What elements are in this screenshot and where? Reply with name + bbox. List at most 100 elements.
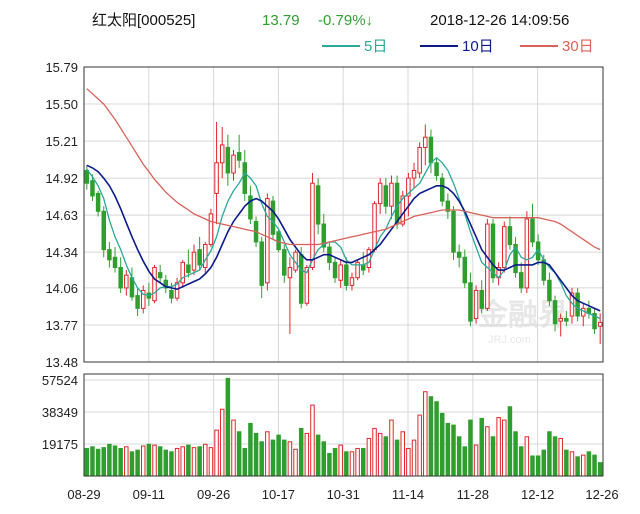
candle: [129, 267, 135, 301]
volume-bar-down: [107, 443, 112, 477]
candle: [586, 300, 592, 319]
candle-body-down: [507, 226, 513, 246]
candle-body-up: [124, 274, 129, 289]
candle-body-down: [315, 185, 321, 225]
volume-bar-up: [400, 431, 405, 477]
candle: [90, 174, 95, 202]
candle: [118, 257, 123, 294]
price-tick-label: 14.06: [45, 281, 78, 296]
candle-body-down: [479, 289, 484, 309]
candle: [507, 216, 513, 250]
volume-tick-label: 38349: [42, 405, 78, 420]
volume-bar-up: [174, 447, 180, 477]
candle-body-up: [355, 261, 360, 279]
volume-bar-up: [219, 408, 225, 477]
candle-body-up: [502, 226, 507, 268]
price-tick-label: 13.48: [45, 355, 78, 370]
candle: [485, 218, 490, 311]
candle: [219, 127, 225, 179]
candle-body-down: [118, 266, 123, 289]
candle: [473, 285, 479, 324]
volume-bar-down: [282, 439, 287, 477]
timestamp: 2018-12-26 14:09:56: [430, 12, 569, 29]
candle: [146, 282, 152, 306]
legend-10day-label: 10日: [462, 38, 494, 55]
volume-bar-down: [564, 449, 569, 477]
volume-bar-down: [101, 447, 106, 477]
price-tick-label: 13.77: [45, 318, 78, 333]
volume-bar-up: [203, 443, 208, 477]
candle-body-up: [287, 266, 293, 279]
price-tick-label: 14.92: [45, 171, 78, 186]
candle: [513, 236, 518, 278]
candle: [186, 249, 191, 278]
price-tick-label: 15.21: [45, 134, 78, 149]
candle-body-down: [344, 264, 349, 286]
volume-bar-down: [541, 449, 547, 477]
volume-bar-up: [581, 454, 586, 477]
volume-bar-down: [146, 443, 152, 477]
candle-body-up: [372, 203, 377, 251]
volume-bar-down: [197, 446, 202, 477]
volume-bar-down: [163, 449, 169, 477]
volume-bar-down: [383, 436, 389, 477]
volume-bar-up: [389, 419, 394, 477]
volume-bar-up: [377, 432, 383, 477]
candle: [349, 272, 355, 291]
candle-body-down: [383, 185, 389, 207]
volume-bar-down: [248, 422, 253, 477]
volume-bar-up: [417, 414, 422, 477]
volume-bar-up: [411, 439, 417, 477]
candle-body-down: [462, 256, 468, 284]
candle: [406, 172, 411, 217]
volume-bar-down: [445, 422, 451, 477]
volume-bar-down: [439, 412, 445, 477]
candle: [84, 165, 90, 190]
volume-bar-up: [524, 436, 530, 477]
volume-bar-down: [118, 447, 123, 477]
date-tick-label: 12-12: [521, 487, 554, 502]
volume-bar-down: [462, 446, 468, 477]
volume-bar-up: [473, 444, 479, 477]
candle: [575, 287, 580, 322]
candle: [355, 259, 360, 281]
volume-bar-down: [129, 451, 135, 477]
volume-bar-up: [558, 437, 563, 477]
candle: [496, 262, 501, 286]
candle: [547, 272, 552, 306]
candle: [439, 172, 445, 207]
candle-body-up: [214, 162, 219, 194]
volume-bar-down: [315, 434, 321, 477]
candle: [95, 190, 101, 217]
candle: [310, 172, 315, 271]
volume-bar-down: [507, 406, 513, 477]
volume-bar-down: [597, 462, 603, 477]
volume-bar-down: [169, 451, 174, 477]
volume-bar-down: [276, 434, 281, 477]
candle-body-up: [231, 154, 236, 174]
candle-body-down: [270, 200, 276, 235]
candle: [124, 270, 129, 296]
candle: [231, 150, 236, 181]
candle: [214, 121, 219, 225]
volume-bar-up: [366, 437, 372, 477]
date-tick-label: 11-14: [392, 487, 424, 502]
candle-body-down: [276, 231, 281, 251]
volume-bar-up: [338, 444, 343, 477]
volume-bar-up: [485, 426, 490, 477]
candle-body-down: [112, 256, 118, 268]
legend-30day-label: 30日: [562, 38, 594, 55]
candle: [265, 193, 270, 291]
candle: [558, 313, 563, 337]
volume-bar-down: [332, 447, 338, 477]
volume-bar-down: [327, 452, 332, 477]
candle: [242, 150, 248, 202]
price-tick-label: 14.34: [45, 245, 78, 260]
date-tick-label: 12-26: [585, 487, 618, 502]
candle: [462, 249, 468, 288]
volume-bar-down: [479, 417, 484, 477]
candle: [259, 236, 264, 299]
volume-bar-down: [468, 419, 473, 477]
candle: [157, 264, 163, 283]
candle-body-down: [135, 295, 140, 309]
